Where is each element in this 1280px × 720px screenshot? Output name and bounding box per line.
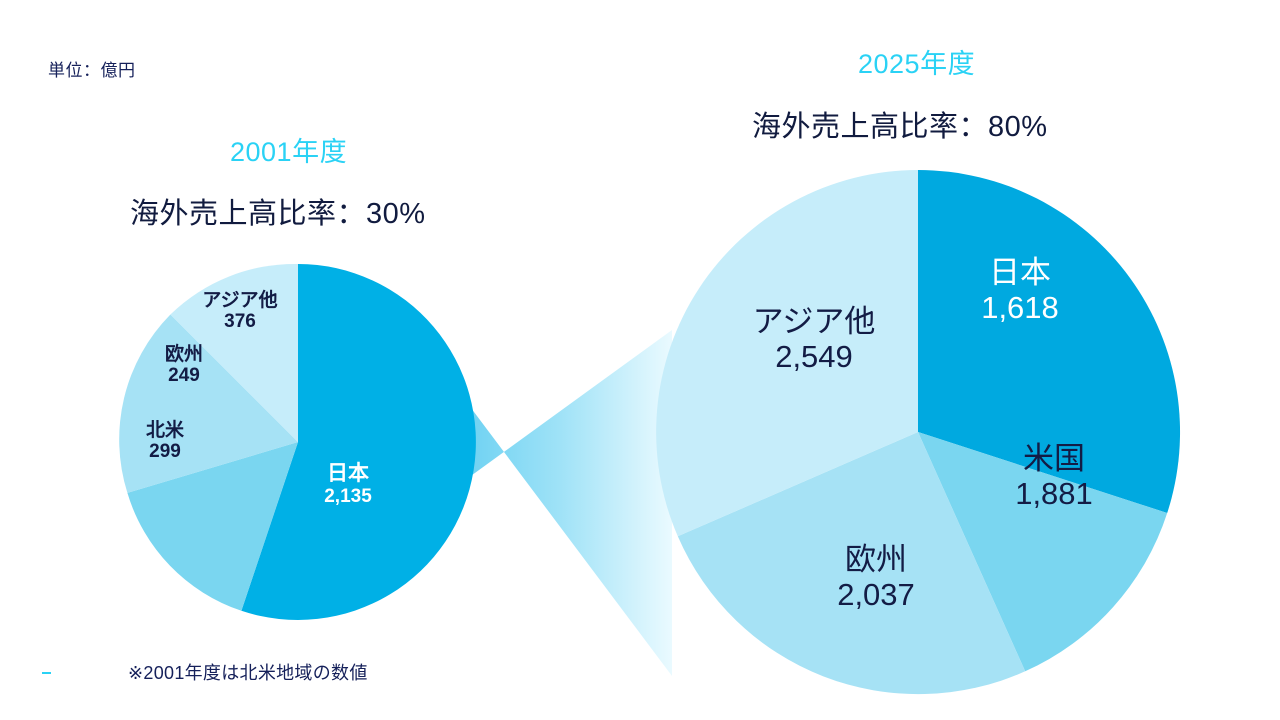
pie-slice-japan-2001[interactable] [241, 264, 476, 620]
pie-slice-japan-2025[interactable] [918, 170, 1181, 513]
year-label-2001: 2001年度 [230, 137, 348, 167]
unit-label: 単位：億円 [48, 61, 136, 80]
overseas-ratio-2025: 海外売上高比率：80% [752, 111, 1048, 143]
pie-slice-us-2025[interactable] [918, 432, 1168, 672]
footnote-note: ※2001年度は北米地域の数値 [128, 663, 368, 683]
pie-slice-europe-2025[interactable] [677, 432, 1026, 695]
pie-slice-north-america-2001[interactable] [127, 442, 299, 611]
overseas-ratio-2001: 海外売上高比率：30% [130, 198, 426, 230]
pie-slice-asia-2025[interactable] [656, 170, 918, 537]
year-label-2025: 2025年度 [858, 49, 976, 79]
pie-slice-asia-2001[interactable] [170, 263, 298, 442]
bullet-dash-marker [42, 672, 51, 674]
pie-slice-europe-2001[interactable] [119, 314, 298, 493]
